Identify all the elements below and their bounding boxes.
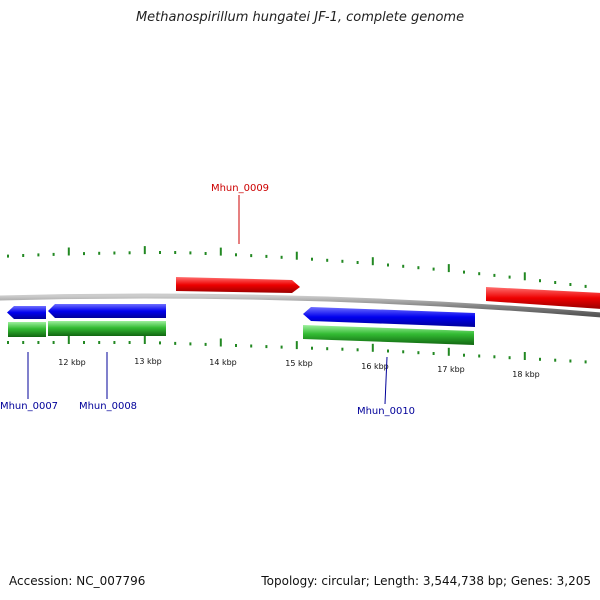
scale-label-13kbp: 13 kbp (134, 357, 162, 366)
cds-feature-mid (303, 325, 474, 345)
genome-backbone (0, 293, 600, 318)
gene-forward-arrow-right (486, 287, 600, 309)
inner-tick-ring (7, 336, 587, 364)
scale-label-18kbp: 18 kbp (512, 370, 540, 379)
leader-line-mhun-0010 (384, 356, 388, 405)
gene-label-mhun-0008: Mhun_0008 (79, 401, 137, 412)
scale-label-12kbp: 12 kbp (58, 358, 86, 367)
gene-mhun-0007-arrow (7, 306, 46, 319)
gene-mhun-0008-arrow (48, 304, 166, 318)
gene-label-mhun-0009: Mhun_0009 (211, 183, 269, 194)
cds-feature-left-b (48, 321, 166, 336)
cds-feature-left-a (8, 322, 46, 337)
scale-label-15kbp: 15 kbp (285, 359, 313, 368)
map-title: Methanospirillum hungatei JF-1, complete… (135, 10, 465, 25)
accession-text: Accession: NC_007796 (9, 574, 146, 588)
gene-mhun-0010-arrow (303, 307, 475, 327)
genome-summary-text: Topology: circular; Length: 3,544,738 bp… (261, 574, 591, 588)
scale-label-16kbp: 16 kbp (361, 362, 389, 371)
scale-label-14kbp: 14 kbp (209, 358, 237, 367)
outer-tick-ring (7, 246, 587, 288)
gene-mhun-0009-arrow (176, 277, 300, 293)
gene-label-mhun-0010: Mhun_0010 (357, 406, 415, 417)
scale-label-17kbp: 17 kbp (437, 365, 465, 374)
gene-label-mhun-0007: Mhun_0007 (0, 401, 58, 412)
